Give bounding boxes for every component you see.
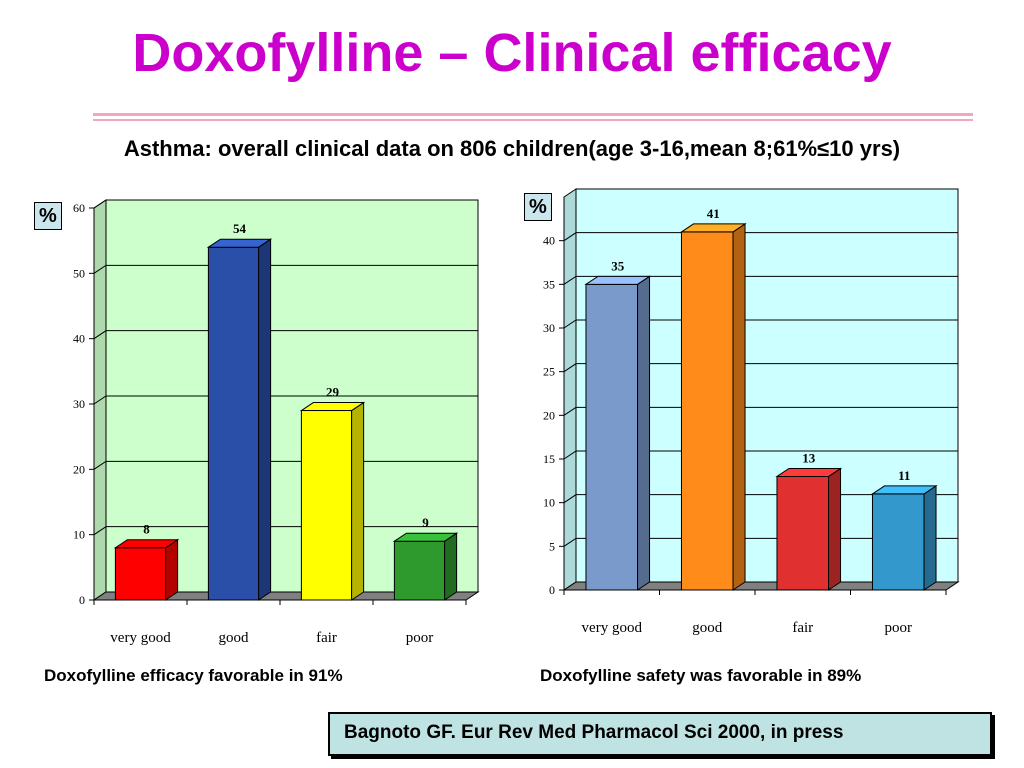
y-tick-label: 30: [73, 397, 85, 411]
y-tick-label: 20: [543, 408, 555, 422]
y-tick-label: 30: [543, 321, 555, 335]
gridline: [563, 450, 958, 460]
y-axis-percent-label: %: [524, 193, 552, 221]
slide-title: Doxofylline – Clinical efficacy: [132, 23, 892, 83]
gridline: [93, 264, 478, 274]
bar-side: [732, 222, 746, 591]
caption-safety: Doxofylline safety was favorable in 89%: [540, 666, 862, 685]
y-tick-label: 20: [73, 462, 85, 476]
bar-value-label: 13: [802, 450, 816, 465]
y-tick-label: 0: [79, 593, 85, 607]
title-divider: [93, 113, 973, 116]
bar-value-label: 41: [707, 206, 720, 221]
gridline: [93, 330, 478, 340]
y-tick-label: 5: [549, 539, 555, 553]
bar-top: [113, 539, 180, 549]
x-category-label: good: [219, 630, 250, 646]
y-tick-label: 40: [73, 332, 85, 346]
bar-top: [299, 402, 366, 412]
bar-front: [680, 231, 734, 591]
gridline: [563, 406, 958, 416]
x-category-label: poor: [885, 620, 913, 636]
bar-top: [679, 223, 747, 233]
gridline: [563, 363, 958, 373]
reference-box: Bagnoto GF. Eur Rev Med Pharmacol Sci 20…: [328, 712, 992, 756]
bar-value-label: 35: [611, 258, 625, 273]
slide-subtitle: Asthma: overall clinical data on 806 chi…: [123, 136, 901, 161]
y-tick-label: 50: [73, 266, 85, 280]
bar-value-label: 8: [143, 522, 150, 537]
y-axis-percent-label: %: [34, 202, 62, 230]
plot-area-side-wall: [563, 188, 577, 591]
bar-value-label: 29: [326, 385, 340, 400]
bar-top: [775, 467, 843, 477]
bar-front: [114, 547, 167, 601]
bar-front: [585, 283, 639, 591]
gridline: [563, 319, 958, 329]
caption-efficacy: Doxofylline efficacy favorable in 91%: [44, 666, 343, 685]
safety-chart-svg: 0 5 10 15 20 25 30 35 40 35 very good 41 good 13 fair 1…: [543, 188, 960, 636]
x-category-label: fair: [316, 630, 337, 646]
bar-side: [351, 401, 365, 601]
y-tick-label: 25: [543, 365, 555, 379]
y-tick-label: 0: [549, 583, 555, 597]
bar-front: [393, 540, 446, 601]
bar-front: [871, 493, 925, 591]
y-tick-label: 60: [73, 201, 85, 215]
bar-top: [584, 275, 652, 285]
bar-side: [637, 275, 651, 591]
bar-value-label: 9: [422, 515, 429, 530]
y-tick-label: 40: [543, 234, 555, 248]
x-category-label: good: [692, 620, 723, 636]
efficacy-chart: 0 10 20 30 40 50 60 8 very good 54 good 29 fair 9 poor…: [30, 190, 500, 650]
gridline: [93, 395, 478, 405]
y-tick-label: 10: [543, 496, 555, 510]
gridline: [563, 275, 958, 285]
bar-side: [444, 532, 458, 601]
bar-value-label: 11: [898, 468, 910, 483]
bar-side: [923, 484, 937, 591]
bar-side: [258, 238, 272, 601]
gridline: [563, 232, 958, 242]
bar-value-label: 54: [233, 221, 247, 236]
bar-side: [828, 467, 842, 591]
gridline: [93, 199, 478, 209]
title-divider: [93, 119, 973, 121]
x-category-label: fair: [792, 620, 813, 636]
y-tick-label: 35: [543, 277, 555, 291]
bar-top: [870, 485, 938, 495]
x-category-label: poor: [406, 630, 434, 646]
x-category-label: very good: [582, 620, 643, 636]
reference-text: Bagnoto GF. Eur Rev Med Pharmacol Sci 20…: [344, 722, 844, 743]
x-category-label: very good: [110, 630, 171, 646]
bar-front: [207, 246, 260, 601]
y-tick-label: 10: [73, 528, 85, 542]
bar-top: [392, 532, 459, 542]
y-tick-label: 15: [543, 452, 555, 466]
bar-top: [206, 238, 273, 248]
bar-side: [165, 538, 179, 601]
bar-front: [776, 475, 830, 591]
bar-front: [300, 410, 353, 601]
efficacy-chart-svg: 0 10 20 30 40 50 60 8 very good 54 good 29 fair 9 poor: [73, 199, 480, 646]
safety-chart: 0 5 10 15 20 25 30 35 40 35 very good 41 good 13 fair 1…: [520, 185, 1000, 650]
